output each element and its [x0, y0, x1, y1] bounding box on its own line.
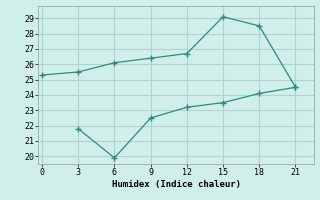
X-axis label: Humidex (Indice chaleur): Humidex (Indice chaleur): [111, 180, 241, 189]
